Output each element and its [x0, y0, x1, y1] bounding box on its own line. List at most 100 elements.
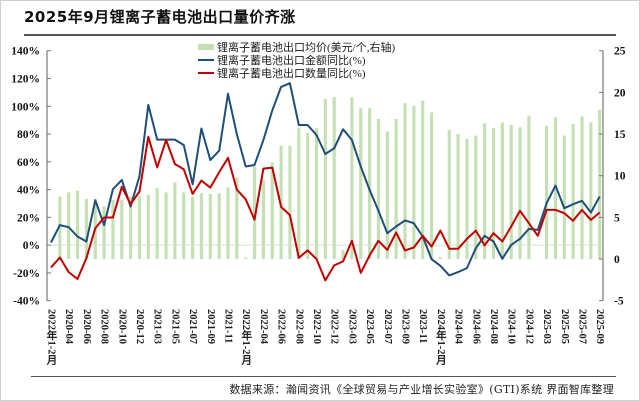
price-bar — [580, 116, 584, 260]
x-tick-label: 2022-12 — [329, 309, 340, 344]
price-bar — [456, 134, 460, 260]
x-tick-label: 2024-12 — [523, 309, 534, 344]
price-bar — [332, 97, 336, 260]
price-bar — [306, 133, 310, 260]
price-bar — [226, 187, 230, 260]
right-tick-label: 10 — [614, 171, 626, 183]
left-tick-label: -40% — [13, 296, 40, 308]
right-tick-label: 0 — [614, 254, 620, 266]
price-bar — [368, 108, 372, 260]
series-lines — [50, 82, 601, 282]
price-bar — [67, 192, 71, 260]
right-tick-label: -5 — [614, 296, 624, 308]
x-tick-label: 2024-08 — [488, 309, 499, 344]
price-bar — [421, 100, 425, 260]
right-tick-label: 25 — [614, 46, 626, 58]
left-tick-label: 140% — [11, 46, 40, 58]
price-bar — [84, 199, 88, 260]
price-bar — [465, 139, 469, 260]
price-bar — [483, 123, 487, 260]
price-bar — [261, 179, 265, 260]
price-bar — [297, 128, 301, 260]
price-bar — [341, 249, 345, 260]
x-tick-label: 2022年1-2月 — [240, 309, 252, 366]
price-bar — [598, 109, 602, 260]
legend-swatch-bar — [198, 44, 214, 50]
x-tick-label: 2025-07 — [577, 309, 588, 344]
price-bar — [323, 99, 327, 260]
x-tick-label: 2025-05 — [559, 309, 570, 344]
price-bar — [412, 105, 416, 260]
price-bar — [447, 129, 451, 260]
price-bar — [491, 128, 496, 260]
x-tick-label: 2023-11 — [417, 309, 428, 343]
legend: 锂离子蓄电池出口均价(美元/个,右轴)锂离子蓄电池出口金额同比(%)锂离子蓄电池… — [198, 40, 395, 80]
left-tick-label: 0% — [23, 240, 40, 252]
price-bar — [589, 122, 593, 260]
x-tick-label: 2024-06 — [470, 309, 481, 344]
x-tick-label: 2025-09 — [594, 309, 605, 344]
left-tick-label: 120% — [11, 73, 40, 85]
price-bar — [429, 112, 434, 260]
price-bar — [217, 193, 221, 260]
x-tick-label: 2022-06 — [276, 309, 287, 344]
price-bar — [314, 128, 319, 260]
price-bar — [75, 190, 80, 260]
left-tick-label: -20% — [13, 268, 40, 280]
price-bar — [545, 125, 549, 260]
price-bar — [137, 195, 142, 260]
price-bar — [111, 199, 115, 260]
price-bar — [235, 177, 239, 260]
right-tick-label: 5 — [614, 212, 620, 224]
right-tick-label: 20 — [614, 87, 626, 99]
price-bar — [199, 193, 204, 260]
price-bar — [474, 135, 478, 260]
legend-label: 锂离子蓄电池出口金额同比(%) — [217, 53, 366, 67]
price-bar — [288, 145, 292, 260]
price-bar — [359, 108, 363, 260]
price-bar — [385, 131, 389, 260]
price-bar — [403, 103, 407, 260]
x-tick-label: 2023-09 — [400, 309, 411, 344]
value-yoy-line — [50, 82, 601, 277]
price-bar — [173, 182, 177, 260]
x-tick-label: 2023-05 — [364, 309, 375, 344]
x-tick-label: 2020-12 — [134, 309, 145, 344]
left-tick-label: 20% — [17, 212, 40, 224]
x-tick-label: 2021-09 — [205, 309, 216, 344]
price-bar — [129, 196, 133, 260]
price-bar — [350, 97, 354, 260]
price-bar — [58, 196, 62, 260]
price-bar — [155, 188, 159, 260]
x-tick-label: 2024-04 — [453, 309, 464, 345]
price-bar — [518, 127, 522, 260]
left-tick-label: 80% — [17, 129, 40, 141]
price-bar — [376, 119, 381, 260]
x-tick-label: 2022-04 — [258, 309, 269, 345]
price-bar — [146, 194, 150, 260]
volume-yoy-line — [50, 135, 601, 282]
right-tick-label: 15 — [614, 129, 626, 141]
axes: 140% 120% 100% 80% 60% 40% 20% 0% -20% -40% 25 20 15… — [11, 46, 626, 308]
price-bar — [244, 257, 248, 260]
price-bar — [182, 192, 186, 260]
x-tick-label: 2021-05 — [169, 309, 180, 344]
x-tick-label: 2025-03 — [541, 309, 552, 344]
price-bar — [191, 196, 195, 260]
x-tick-label: 2021-11 — [223, 309, 234, 343]
x-tick-label: 2023-07 — [382, 309, 393, 344]
price-bar — [509, 124, 513, 260]
price-bar — [208, 194, 212, 260]
x-tick-label: 2022年1-2月 — [46, 309, 58, 366]
price-bar — [500, 122, 504, 260]
left-tick-label: 40% — [17, 185, 40, 197]
x-tick-label: 2023-03 — [346, 309, 357, 344]
chart-title: 2025年9月锂离子蓄电池出口量价齐涨 — [24, 8, 296, 26]
x-tick-label: 2020-10 — [116, 309, 127, 344]
title-divider — [24, 34, 616, 36]
price-bar — [164, 192, 168, 260]
x-tick-label: 2022-08 — [293, 309, 304, 344]
legend-label: 锂离子蓄电池出口均价(美元/个,右轴) — [217, 40, 395, 54]
x-tick-label: 2024年1-2月 — [435, 309, 447, 366]
